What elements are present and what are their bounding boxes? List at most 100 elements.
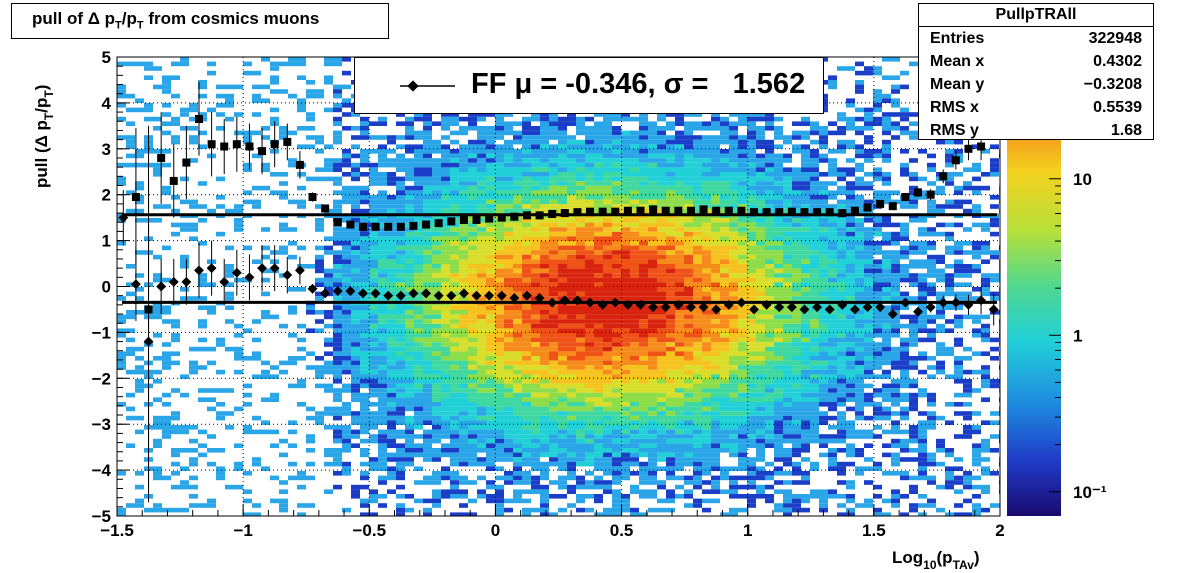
heatmap-bin xyxy=(333,236,342,241)
heatmap-bin xyxy=(522,139,531,145)
heatmap-bin xyxy=(630,471,639,476)
heatmap-bin xyxy=(639,167,648,172)
heatmap-bin xyxy=(594,305,603,310)
heatmap-bin xyxy=(567,323,576,329)
heatmap-bin xyxy=(639,310,648,315)
heatmap-bin xyxy=(414,346,423,352)
heatmap-bin xyxy=(450,273,459,278)
heatmap-bin xyxy=(369,356,378,361)
heatmap-bin xyxy=(414,342,423,347)
heatmap-bin xyxy=(495,425,504,430)
heatmap-bin xyxy=(648,218,657,223)
heatmap-bin xyxy=(252,84,261,90)
heatmap-bin xyxy=(684,448,693,453)
heatmap-bin xyxy=(405,287,414,292)
heatmap-bin xyxy=(504,383,513,389)
heatmap-bin xyxy=(729,438,738,444)
heatmap-bin xyxy=(441,291,450,297)
heatmap-bin xyxy=(621,438,630,444)
heatmap-bin xyxy=(495,512,504,516)
heatmap-bin xyxy=(396,121,405,126)
heatmap-bin xyxy=(234,222,243,228)
heatmap-bin xyxy=(531,204,540,209)
heatmap-bin xyxy=(504,287,513,292)
heatmap-bin xyxy=(306,475,315,481)
heatmap-bin xyxy=(495,310,504,315)
heatmap-bin xyxy=(576,461,585,467)
heatmap-bin xyxy=(612,130,621,136)
heatmap-bin xyxy=(702,333,711,338)
heatmap-bin xyxy=(648,245,657,251)
heatmap-bin xyxy=(621,360,630,366)
heatmap-bin xyxy=(441,135,450,140)
heatmap-bin xyxy=(459,383,468,389)
heatmap-bin xyxy=(450,310,459,315)
heatmap-bin xyxy=(630,139,639,145)
heatmap-bin xyxy=(603,406,612,412)
heatmap-bin xyxy=(333,121,342,126)
heatmap-bin xyxy=(450,319,459,324)
heatmap-bin xyxy=(774,503,783,508)
heatmap-bin xyxy=(117,84,126,90)
heatmap-bin xyxy=(630,268,639,274)
heatmap-bin xyxy=(774,415,783,421)
heatmap-bin xyxy=(216,402,225,407)
heatmap-bin xyxy=(774,176,783,182)
heatmap-bin xyxy=(522,264,531,269)
heatmap-bin xyxy=(135,503,144,508)
heatmap-bin xyxy=(594,245,603,251)
heatmap-bin xyxy=(549,153,558,159)
heatmap-bin xyxy=(792,346,801,352)
heatmap-bin xyxy=(702,379,711,384)
heatmap-bin xyxy=(540,181,549,186)
heatmap-bin xyxy=(657,112,666,117)
heatmap-bin xyxy=(432,402,441,407)
heatmap-bin xyxy=(684,273,693,278)
heatmap-bin xyxy=(684,333,693,338)
heatmap-bin xyxy=(405,245,414,251)
heatmap-bin xyxy=(513,149,522,154)
heatmap-bin xyxy=(666,222,675,228)
heatmap-bin xyxy=(450,158,459,163)
heatmap-bin xyxy=(531,144,540,149)
heatmap-bin xyxy=(324,273,333,278)
heatmap-bin xyxy=(756,241,765,246)
heatmap-bin xyxy=(711,218,720,223)
heatmap-bin xyxy=(162,75,171,80)
heatmap-bin xyxy=(531,346,540,352)
heatmap-bin xyxy=(747,181,756,186)
heatmap-bin xyxy=(702,425,711,430)
heatmap-bin xyxy=(342,319,351,324)
heatmap-bin xyxy=(522,333,531,338)
heatmap-bin xyxy=(585,452,594,458)
heatmap-bin xyxy=(351,172,360,177)
heatmap-bin xyxy=(657,264,666,269)
heatmap-bin xyxy=(639,112,648,117)
heatmap-bin xyxy=(324,162,333,168)
heatmap-bin xyxy=(378,268,387,274)
heatmap-bin xyxy=(396,333,405,338)
heatmap-bin xyxy=(756,176,765,182)
heatmap-bin xyxy=(405,425,414,430)
heatmap-bin xyxy=(693,231,702,237)
heatmap-bin xyxy=(522,144,531,149)
heatmap-bin xyxy=(477,264,486,269)
heatmap-bin xyxy=(612,218,621,223)
heatmap-bin xyxy=(378,365,387,370)
heatmap-bin xyxy=(783,452,792,458)
heatmap-bin xyxy=(369,314,378,320)
heatmap-bin xyxy=(684,199,693,205)
heatmap-bin xyxy=(774,273,783,278)
heatmap-bin xyxy=(702,429,711,435)
heatmap-bin xyxy=(432,264,441,269)
heatmap-bin xyxy=(756,356,765,361)
heatmap-bin xyxy=(360,503,369,508)
heatmap-bin xyxy=(585,415,594,421)
heatmap-bin xyxy=(765,181,774,186)
heatmap-bin xyxy=(297,484,306,490)
heatmap-bin xyxy=(504,392,513,398)
heatmap-bin xyxy=(180,61,189,67)
heatmap-bin xyxy=(693,121,702,126)
heatmap-bin xyxy=(351,185,360,191)
heatmap-bin xyxy=(486,406,495,412)
